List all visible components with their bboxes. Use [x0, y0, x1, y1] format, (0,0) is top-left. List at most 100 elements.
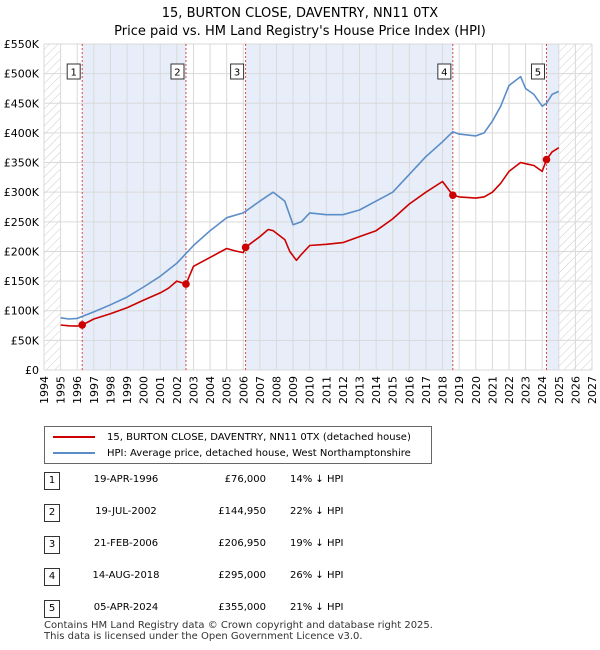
- x-tick-label: 2024: [536, 376, 549, 404]
- x-tick-label: 2004: [204, 376, 217, 404]
- y-tick-label: £400K: [4, 127, 40, 140]
- x-tick-label: 2017: [420, 376, 433, 404]
- footer-notice: Contains HM Land Registry data © Crown c…: [44, 620, 433, 642]
- y-tick-label: £350K: [4, 157, 40, 170]
- y-tick-label: £50K: [11, 334, 40, 347]
- sale-point: [182, 280, 190, 288]
- sale-date: 21-FEB-2006: [93, 538, 159, 549]
- y-tick-label: £150K: [4, 275, 40, 288]
- property-price-line: [60, 147, 560, 327]
- footer-line-2: This data is licensed under the Open Gov…: [44, 631, 363, 642]
- x-tick-label: 1994: [38, 376, 51, 404]
- x-tick-label: 2003: [187, 376, 200, 404]
- sale-label: 2: [174, 68, 180, 79]
- y-tick-label: £250K: [4, 216, 40, 229]
- x-tick-label: 1998: [104, 376, 117, 404]
- y-tick-label: £100K: [4, 305, 40, 318]
- sale-hpi-diff: 26% ↓ HPI: [290, 570, 344, 581]
- sale-label-box: [437, 63, 452, 80]
- sale-label: 5: [535, 68, 541, 79]
- sale-date: 05-APR-2024: [93, 602, 159, 613]
- chart-title: 15, BURTON CLOSE, DAVENTRY, NN11 0TX: [161, 6, 439, 21]
- chart-subtitle: Price paid vs. HM Land Registry's House …: [114, 24, 486, 39]
- sale-price: £295,000: [218, 570, 266, 581]
- x-tick-label: 2020: [470, 376, 483, 404]
- chart-legend: 15, BURTON CLOSE, DAVENTRY, NN11 0TX (de…: [44, 426, 432, 464]
- x-tick-label: 2026: [569, 376, 582, 404]
- sale-number-badge: 4: [44, 568, 60, 586]
- table-row: 3 21-FEB-2006 £206,950 19% ↓ HPI: [0, 536, 600, 554]
- x-tick-label: 1996: [71, 376, 84, 404]
- y-tick-label: £450K: [4, 97, 40, 110]
- sale-point: [449, 191, 457, 199]
- sale-hpi-diff: 19% ↓ HPI: [290, 538, 344, 549]
- x-tick-label: 2021: [486, 376, 499, 404]
- sale-point: [542, 155, 551, 164]
- sale-label-box: [66, 63, 81, 80]
- x-tick-label: 2001: [154, 376, 167, 404]
- ownership-band: [546, 44, 559, 370]
- x-tick-label: 2014: [370, 376, 383, 404]
- x-tick-label: 1997: [88, 376, 101, 404]
- x-tick-label: 2008: [270, 376, 283, 404]
- x-tick-label: 2009: [287, 376, 300, 404]
- table-row: 5 05-APR-2024 £355,000 21% ↓ HPI: [0, 600, 600, 618]
- x-tick-label: 2027: [586, 376, 599, 404]
- sale-label: 3: [234, 68, 240, 79]
- x-tick-label: 1999: [121, 376, 134, 404]
- sale-hpi-diff: 21% ↓ HPI: [290, 602, 344, 613]
- x-tick-label: 2025: [553, 376, 566, 404]
- x-tick-label: 2005: [221, 376, 234, 404]
- legend-label-hpi: HPI: Average price, detached house, West…: [107, 447, 411, 459]
- sale-number-badge: 5: [44, 600, 60, 618]
- sale-point: [78, 321, 86, 329]
- x-tick-label: 1995: [55, 376, 68, 404]
- sale-date: 19-JUL-2002: [95, 506, 157, 517]
- x-tick-label: 2012: [337, 376, 350, 404]
- x-tick-label: 2019: [453, 376, 466, 404]
- sale-label-box: [230, 63, 245, 80]
- x-tick-label: 2006: [237, 376, 250, 404]
- ownership-band: [245, 44, 453, 370]
- sale-label: 4: [441, 68, 447, 79]
- x-tick-label: 2000: [138, 376, 151, 404]
- x-tick-label: 2023: [520, 376, 533, 404]
- x-tick-label: 2016: [403, 376, 416, 404]
- x-tick-label: 2018: [437, 376, 450, 404]
- x-tick-label: 2015: [387, 376, 400, 404]
- sale-label-box: [530, 63, 545, 80]
- legend-swatch-property: [53, 436, 95, 438]
- footer-line-1: Contains HM Land Registry data © Crown c…: [44, 620, 433, 631]
- x-tick-label: 2013: [354, 376, 367, 404]
- y-tick-label: £0: [25, 364, 39, 377]
- ownership-band: [82, 44, 186, 370]
- sale-number-badge: 3: [44, 536, 60, 554]
- legend-item-property: 15, BURTON CLOSE, DAVENTRY, NN11 0TX (de…: [53, 429, 411, 445]
- table-row: 4 14-AUG-2018 £295,000 26% ↓ HPI: [0, 568, 600, 586]
- y-tick-label: £550K: [4, 38, 40, 51]
- legend-item-hpi: HPI: Average price, detached house, West…: [53, 445, 411, 461]
- sale-price: £206,950: [218, 538, 266, 549]
- sale-number-badge: 1: [44, 472, 60, 490]
- sale-date: 19-APR-1996: [93, 474, 159, 485]
- sale-price: £144,950: [218, 506, 266, 517]
- legend-swatch-hpi: [53, 452, 95, 454]
- sale-hpi-diff: 22% ↓ HPI: [290, 506, 344, 517]
- x-tick-label: 2010: [304, 376, 317, 404]
- table-row: 2 19-JUL-2002 £144,950 22% ↓ HPI: [0, 504, 600, 522]
- x-tick-label: 2011: [320, 376, 333, 404]
- x-tick-label: 2007: [254, 376, 267, 404]
- sale-date: 14-AUG-2018: [92, 570, 160, 581]
- hpi-line: [60, 75, 560, 320]
- price-chart: 1 2 3 4 5 £0 £50K £100K £150K £200K £250K £300K £35…: [4, 38, 599, 404]
- x-tick-label: 2002: [171, 376, 184, 404]
- y-tick-label: £300K: [4, 186, 40, 199]
- y-tick-label: £200K: [4, 245, 40, 258]
- no-data-region-left: [44, 44, 61, 370]
- sale-label: 1: [71, 68, 77, 79]
- table-row: 1 19-APR-1996 £76,000 14% ↓ HPI: [0, 472, 600, 490]
- x-tick-label: 2022: [503, 376, 516, 404]
- legend-label-property: 15, BURTON CLOSE, DAVENTRY, NN11 0TX (de…: [107, 431, 411, 443]
- sale-label-box: [170, 63, 185, 80]
- sale-point: [241, 243, 250, 252]
